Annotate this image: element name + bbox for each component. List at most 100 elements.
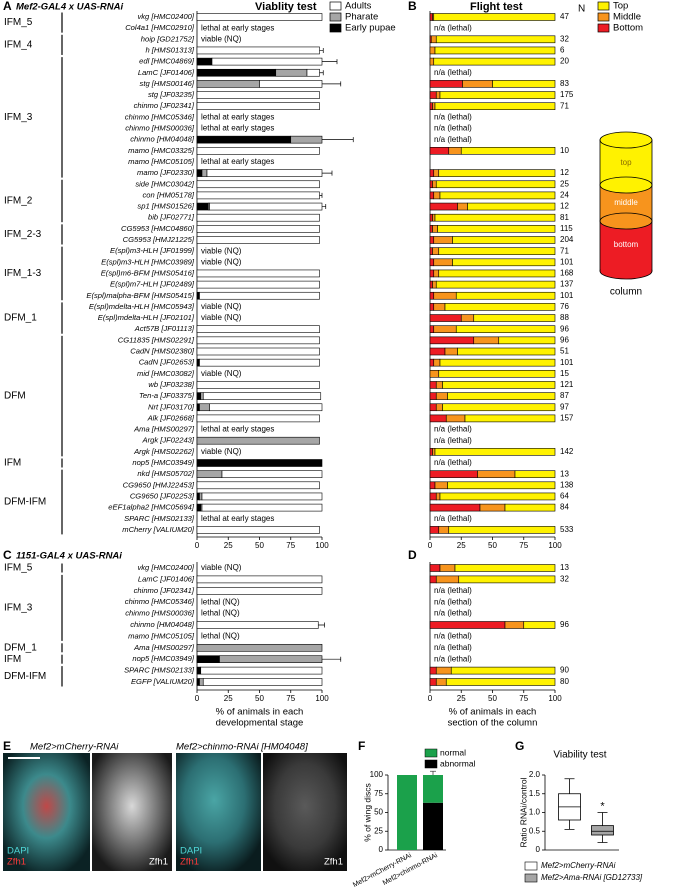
- y-tick-label: 0.5: [529, 826, 541, 835]
- bar-segment: [504, 621, 525, 629]
- n-value: 84: [560, 503, 569, 512]
- group-label: DFM-IFM: [4, 497, 46, 508]
- row-label: mamo [HMC03325]: [128, 146, 195, 155]
- bar-segment: [429, 258, 435, 267]
- x-tick-label: 75: [286, 541, 295, 550]
- bar-segment: [196, 236, 320, 244]
- bar-segment: [202, 392, 322, 400]
- row-note: viable (NQ): [201, 313, 242, 322]
- row-note: viable (NQ): [201, 246, 242, 255]
- bar-segment: [429, 392, 437, 400]
- bar-segment: [196, 575, 323, 584]
- error-bar: [322, 170, 333, 176]
- bar-segment: [452, 258, 556, 267]
- row-note: n/a (lethal): [434, 654, 472, 663]
- group-label: IFM: [4, 458, 21, 469]
- row-label: Act57B [JF01113]: [134, 324, 195, 333]
- panel-label: A: [3, 0, 12, 13]
- error-bar: [322, 81, 342, 87]
- row-label: CG9650 [JF02253]: [130, 491, 195, 500]
- bar-segment: [444, 303, 556, 311]
- group-label: IFM_5: [4, 17, 33, 28]
- bar-segment: [435, 381, 443, 389]
- bar-segment: [429, 414, 447, 423]
- row-label: chinmo [JF02341]: [134, 586, 195, 595]
- bar-segment: [435, 492, 441, 501]
- channel-label: Zfh1: [180, 857, 199, 868]
- bar-segment: [435, 180, 556, 189]
- row-label: stg [HMS00146]: [140, 79, 195, 88]
- bar-segment: [458, 575, 556, 584]
- bar-segment: [201, 503, 323, 512]
- row-note: n/a (lethal): [434, 458, 472, 467]
- row-note: lethal at early stages: [201, 514, 274, 523]
- error-bar: [430, 770, 436, 775]
- bar-segment: [200, 666, 323, 675]
- n-value: 142: [560, 447, 574, 456]
- column-label: bottom: [614, 240, 639, 249]
- channel-label: Zfh1: [149, 857, 168, 868]
- x-tick-label: 75: [286, 694, 295, 703]
- legend-swatch: [597, 1, 610, 11]
- bar-segment: [196, 213, 320, 222]
- n-value: 121: [560, 380, 574, 389]
- bar-segment: [435, 91, 441, 99]
- x-tick-label: 50: [488, 541, 497, 550]
- row-label: hoip [GD21752]: [141, 34, 195, 43]
- row-label: stg [JF03235]: [148, 90, 195, 99]
- bar-segment: [196, 655, 220, 664]
- column-label: middle: [614, 198, 638, 207]
- bar-segment: [429, 46, 436, 55]
- n-value: 96: [560, 324, 569, 333]
- bar-segment: [423, 775, 443, 803]
- row-label: CG5953 [HMC04860]: [121, 224, 195, 233]
- bar-segment: [199, 291, 320, 300]
- row-note: n/a (lethal): [434, 643, 472, 652]
- bar-segment: [434, 102, 556, 110]
- row-label: wb [JF03238]: [148, 380, 194, 389]
- bar-segment: [434, 46, 556, 55]
- n-value: 64: [560, 492, 569, 501]
- legend-swatch: [329, 1, 342, 11]
- panel-label: F: [358, 739, 365, 753]
- whisker: [564, 820, 575, 830]
- bar-segment: [460, 147, 556, 155]
- bar-segment: [196, 481, 320, 490]
- legend-swatch: [329, 12, 342, 22]
- bar-segment: [438, 269, 556, 278]
- bar-segment: [433, 291, 457, 300]
- row-label: CadN [JF02653]: [139, 358, 195, 367]
- x-tick-label: 0: [428, 541, 433, 550]
- column-label: top: [620, 158, 632, 167]
- bar-segment: [435, 666, 452, 675]
- row-label: side [HMC03042]: [135, 179, 195, 188]
- bar-segment: [196, 526, 320, 534]
- bar-segment: [196, 68, 277, 77]
- error-bar: [322, 137, 354, 143]
- row-label: edl [HMC04869]: [139, 57, 195, 66]
- bar-segment: [464, 414, 556, 423]
- legend-swatch: [424, 748, 438, 758]
- row-label: mid [HMC03082]: [137, 369, 195, 378]
- group-label: DFM_1: [4, 642, 37, 653]
- column-divider: [599, 176, 653, 194]
- bar-segment: [444, 347, 458, 356]
- error-bar: [322, 204, 327, 210]
- row-label: con [HM05178]: [143, 190, 195, 199]
- row-note: lethal (NQ): [201, 609, 240, 618]
- box: [591, 825, 614, 836]
- row-note: n/a (lethal): [434, 436, 472, 445]
- x-tick-label: 50: [255, 541, 264, 550]
- row-label: chinmo [HMS00036]: [125, 609, 195, 618]
- bar-segment: [221, 470, 323, 478]
- bar-segment: [429, 225, 433, 233]
- row-label: chinmo [HM04048]: [130, 620, 195, 629]
- bar-segment: [196, 381, 320, 389]
- bar-segment: [201, 492, 323, 501]
- significance: *: [600, 800, 605, 812]
- bar-segment: [433, 191, 441, 200]
- micrograph: [3, 753, 90, 871]
- n-value: 204: [560, 235, 574, 244]
- bar-segment: [430, 35, 437, 44]
- row-label: Col4a1 [HMC02910]: [125, 23, 195, 32]
